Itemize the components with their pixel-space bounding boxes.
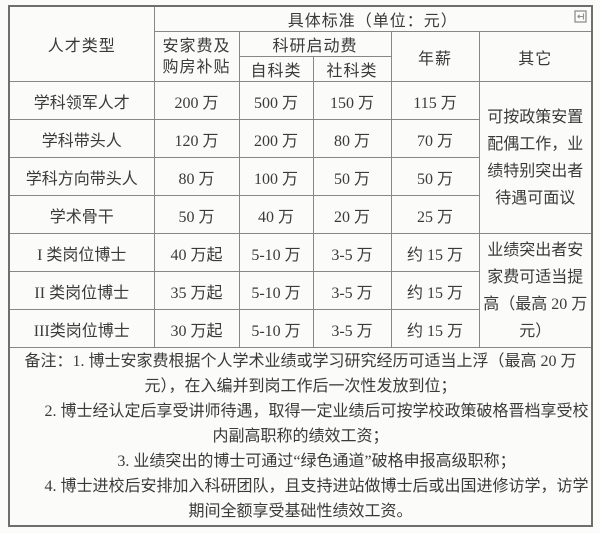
col-header-natural-science: 自科类 <box>238 56 314 82</box>
col-header-research-startup: 科研启动费 <box>238 31 392 57</box>
cell-settling: 35 万起 <box>153 271 240 310</box>
remarks-cell: 备注：1. 博士安家费根据个人学术业绩或学习研究经历可适当上浮（最高 20 万元… <box>8 347 593 526</box>
cell-salary: 50 万 <box>390 157 480 196</box>
table-row: 学科领军人才 200 万 500 万 150 万 115 万 可按政策安置配偶工… <box>8 81 593 234</box>
remark-line: 4. 博士进校后安排加入科研团队，且支持进站做博士后或出国进修访学，访学期间全额… <box>44 477 589 520</box>
cell-social: 3-5 万 <box>312 233 392 272</box>
cell-social: 3-5 万 <box>312 271 392 310</box>
cell-social: 20 万 <box>312 195 392 234</box>
col-header-settling-allowance: 安家费及 购房补贴 <box>153 31 240 82</box>
col-header-social-science: 社科类 <box>312 56 392 82</box>
table-title-cell: 具体标准（单位：元） <box>153 5 593 32</box>
cell-natural: 40 万 <box>238 195 314 234</box>
table-title: 具体标准（单位：元） <box>287 13 458 30</box>
cell-natural: 5-10 万 <box>238 271 314 310</box>
cell-talent-type: II 类岗位博士 <box>8 271 155 310</box>
header-row-groups: 安家费及 购房补贴 科研启动费 年薪 其它 <box>9 31 593 82</box>
other-note-senior: 可按政策安置配偶工作，业绩特别突出者待遇可面议 <box>478 81 593 234</box>
cell-talent-type: III类岗位博士 <box>8 309 155 348</box>
table-row: 学术骨干 50 万 40 万 20 万 25 万 <box>8 195 592 234</box>
remark-line: 3. 业绩突出的博士可通过“绿色通道”破格申报高级职称； <box>117 452 516 470</box>
cell-settling: 80 万 <box>153 157 240 196</box>
cell-natural: 100 万 <box>238 157 314 196</box>
cell-salary: 70 万 <box>390 119 480 158</box>
remark-line: 2. 博士经认定后享受讲师待遇，取得一定业绩后可按学校政策破格晋档享受校内副高职… <box>44 402 589 445</box>
cell-settling: 120 万 <box>153 119 240 158</box>
cell-social: 150 万 <box>312 81 392 120</box>
cell-salary: 约 15 万 <box>390 233 480 272</box>
cell-salary: 约 15 万 <box>390 309 480 348</box>
cell-talent-type: I 类岗位博士 <box>8 233 155 272</box>
cell-talent-type: 学科方向带头人 <box>8 157 155 196</box>
remarks-row: 备注：1. 博士安家费根据个人学术业绩或学习研究经历可适当上浮（最高 20 万元… <box>8 347 593 526</box>
col-header-talent-type: 人才类型 <box>8 5 155 82</box>
cell-settling: 50 万 <box>153 195 240 234</box>
table-row: II 类岗位博士 35 万起 5-10 万 3-5 万 约 15 万 <box>8 271 592 310</box>
cell-salary: 25 万 <box>390 195 480 234</box>
table-row: 学科方向带头人 80 万 100 万 50 万 50 万 <box>8 157 592 196</box>
col-header-annual-salary: 年薪 <box>390 31 480 82</box>
table-row: I 类岗位博士 40 万起 5-10 万 3-5 万 约 15 万 业绩突出者安… <box>8 233 593 348</box>
cell-natural: 500 万 <box>238 81 314 120</box>
cell-social: 80 万 <box>312 119 392 158</box>
cell-natural: 5-10 万 <box>238 233 314 272</box>
cell-social: 50 万 <box>312 157 392 196</box>
other-note-doctor: 业绩突出者安家费可适当提高（最高 20 万元） <box>478 233 593 348</box>
cell-salary: 约 15 万 <box>390 271 480 310</box>
cell-settling: 40 万起 <box>153 233 240 272</box>
remark-line: 备注：1. 博士安家费根据个人学术业绩或学习研究经历可适当上浮（最高 20 万元… <box>24 352 577 395</box>
cell-natural: 5-10 万 <box>238 309 314 348</box>
cell-talent-type: 学科领军人才 <box>8 81 155 120</box>
cell-social: 3-5 万 <box>312 309 392 348</box>
cell-settling: 30 万起 <box>153 309 240 348</box>
col-header-other: 其它 <box>478 31 593 82</box>
header-row-title: 人才类型 具体标准（单位：元） <box>8 5 593 82</box>
cell-marker-icon <box>574 10 587 23</box>
talent-standard-table: 人才类型 具体标准（单位：元） 安家费及 购房补贴 科研启动费 年薪 其它 自科… <box>8 5 594 527</box>
header-row-subgroups: 自科类 社科类 <box>9 56 592 82</box>
cell-settling: 200 万 <box>153 81 240 120</box>
cell-salary: 115 万 <box>390 81 480 120</box>
cell-talent-type: 学术骨干 <box>8 195 155 234</box>
cell-natural: 200 万 <box>238 119 314 158</box>
table-row: 学科带头人 120 万 200 万 80 万 70 万 <box>8 119 592 158</box>
cell-talent-type: 学科带头人 <box>8 119 155 158</box>
